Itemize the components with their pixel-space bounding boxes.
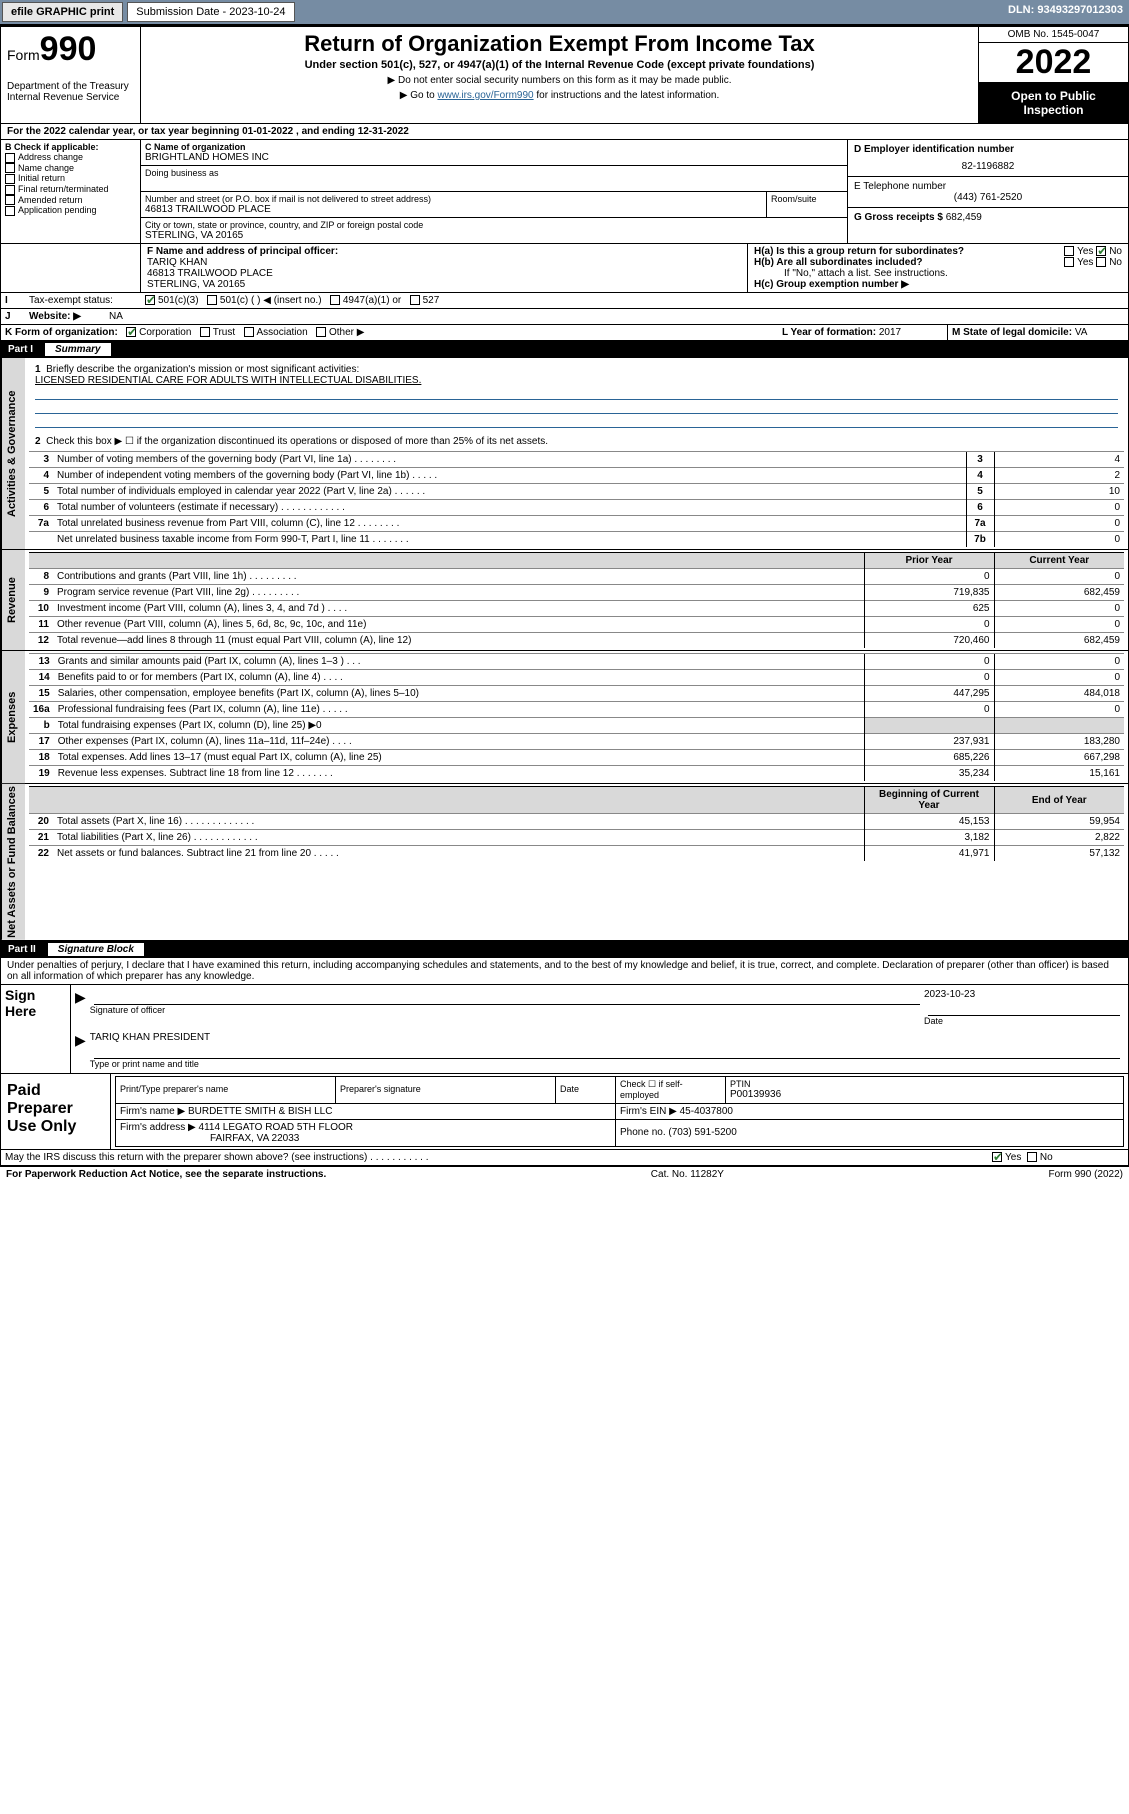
table-row: bTotal fundraising expenses (Part IX, co…: [29, 718, 1124, 734]
irs-link[interactable]: www.irs.gov/Form990: [437, 90, 533, 101]
table-row: 14Benefits paid to or for members (Part …: [29, 670, 1124, 686]
dln-label: DLN: 93493297012303: [1002, 0, 1129, 24]
table-row: 22Net assets or fund balances. Subtract …: [29, 846, 1124, 862]
line-j: J Website: ▶ NA: [0, 309, 1129, 325]
sig-declaration: Under penalties of perjury, I declare th…: [0, 958, 1129, 985]
org-address: 46813 TRAILWOOD PLACE: [145, 204, 762, 215]
table-row: 21Total liabilities (Part X, line 26) . …: [29, 830, 1124, 846]
ag-table: 3Number of voting members of the governi…: [29, 451, 1124, 547]
table-row: 15Salaries, other compensation, employee…: [29, 686, 1124, 702]
firm-ein: 45-4037800: [680, 1106, 733, 1117]
line-i: I Tax-exempt status: 501(c)(3) 501(c) ( …: [0, 293, 1129, 309]
omb-number: OMB No. 1545-0047: [979, 27, 1128, 43]
sidelabel-rev: Revenue: [1, 550, 25, 650]
table-row: 3Number of voting members of the governi…: [29, 452, 1124, 468]
submission-date: Submission Date - 2023-10-24: [127, 2, 294, 22]
table-row: 11Other revenue (Part VIII, column (A), …: [29, 617, 1124, 633]
form-subtitle: Under section 501(c), 527, or 4947(a)(1)…: [147, 59, 972, 71]
line-klm: K Form of organization: Corporation Trus…: [0, 325, 1129, 341]
phone: (443) 761-2520: [854, 192, 1122, 203]
table-row: 18Total expenses. Add lines 13–17 (must …: [29, 750, 1124, 766]
sidelabel-exp: Expenses: [1, 651, 25, 783]
form-title: Return of Organization Exempt From Incom…: [147, 31, 972, 57]
table-row: 13Grants and similar amounts paid (Part …: [29, 654, 1124, 670]
officer-print-name: TARIQ KHAN PRESIDENT: [90, 1032, 1124, 1043]
officer-name: TARIQ KHAN: [147, 257, 741, 268]
table-row: Net unrelated business taxable income fr…: [29, 532, 1124, 548]
discuss-line: May the IRS discuss this return with the…: [0, 1150, 1129, 1166]
table-row: 12Total revenue—add lines 8 through 11 (…: [29, 633, 1124, 649]
sign-here-block: Sign Here ▶ Signature of officer 2023-10…: [0, 985, 1129, 1074]
page-footer: For Paperwork Reduction Act Notice, see …: [0, 1166, 1129, 1182]
ssn-note: ▶ Do not enter social security numbers o…: [147, 75, 972, 86]
rev-table: Prior YearCurrent Year 8Contributions an…: [29, 552, 1124, 648]
org-city: STERLING, VA 20165: [145, 230, 843, 241]
ein: 82-1196882: [854, 155, 1122, 172]
table-row: 10Investment income (Part VIII, column (…: [29, 601, 1124, 617]
org-name: BRIGHTLAND HOMES INC: [145, 152, 843, 163]
efile-print-button[interactable]: efile GRAPHIC print: [2, 2, 123, 22]
prep-phone: (703) 591-5200: [668, 1127, 736, 1138]
mission-text: LICENSED RESIDENTIAL CARE FOR ADULTS WIT…: [35, 375, 421, 386]
part-ii-header: Part II Signature Block: [0, 941, 1129, 958]
table-row: 6Total number of volunteers (estimate if…: [29, 500, 1124, 516]
sign-date: 2023-10-23: [924, 989, 1124, 1000]
form-number: Form990: [7, 30, 134, 69]
caret-icon: ▶: [75, 989, 90, 1026]
gross-receipts: 682,459: [946, 212, 982, 223]
website: NA: [105, 309, 1128, 324]
table-row: 9Program service revenue (Part VIII, lin…: [29, 585, 1124, 601]
sidelabel-na: Net Assets or Fund Balances: [1, 784, 25, 940]
table-row: 20Total assets (Part X, line 16) . . . .…: [29, 814, 1124, 830]
caret-icon: ▶: [75, 1032, 90, 1069]
tax-year: 2022: [979, 43, 1128, 83]
table-row: 8Contributions and grants (Part VIII, li…: [29, 569, 1124, 585]
table-row: 16aProfessional fundraising fees (Part I…: [29, 702, 1124, 718]
org-info-block: B Check if applicable: Address change Na…: [0, 140, 1129, 244]
ptin: P00139936: [730, 1089, 1119, 1100]
table-row: 7aTotal unrelated business revenue from …: [29, 516, 1124, 532]
top-bar: efile GRAPHIC print Submission Date - 20…: [0, 0, 1129, 26]
part-i-header: Part I Summary: [0, 341, 1129, 358]
block-b: B Check if applicable: Address change Na…: [1, 140, 141, 243]
sidelabel-ag: Activities & Governance: [1, 358, 25, 549]
dept-treasury: Department of the Treasury Internal Reve…: [7, 81, 134, 103]
table-row: 17Other expenses (Part IX, column (A), l…: [29, 734, 1124, 750]
officer-h-block: F Name and address of principal officer:…: [0, 244, 1129, 293]
firm-name: BURDETTE SMITH & BISH LLC: [188, 1106, 332, 1117]
line-a-period: For the 2022 calendar year, or tax year …: [0, 124, 1129, 140]
table-row: 5Total number of individuals employed in…: [29, 484, 1124, 500]
form-header: Form990 Department of the Treasury Inter…: [0, 26, 1129, 124]
exp-table: 13Grants and similar amounts paid (Part …: [29, 653, 1124, 781]
paid-preparer-block: Paid Preparer Use Only Print/Type prepar…: [0, 1074, 1129, 1150]
table-row: 19Revenue less expenses. Subtract line 1…: [29, 766, 1124, 782]
table-row: 4Number of independent voting members of…: [29, 468, 1124, 484]
goto-note: ▶ Go to www.irs.gov/Form990 for instruct…: [147, 90, 972, 101]
open-to-public: Open to Public Inspection: [979, 83, 1128, 123]
na-table: Beginning of Current YearEnd of Year 20T…: [29, 786, 1124, 861]
